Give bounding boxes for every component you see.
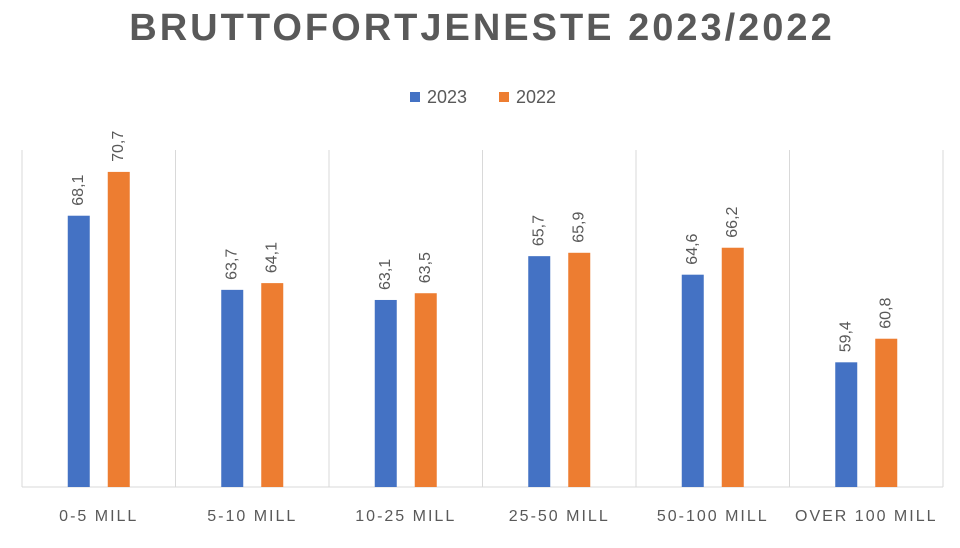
data-label: 65,7 xyxy=(530,215,547,246)
data-label: 64,1 xyxy=(263,242,280,273)
bar xyxy=(261,283,284,487)
data-label: 68,1 xyxy=(70,174,87,205)
bar xyxy=(107,171,130,487)
bar xyxy=(835,362,858,487)
bar xyxy=(221,289,244,487)
data-label: 63,5 xyxy=(417,252,434,283)
data-label: 65,9 xyxy=(570,212,587,243)
data-label: 66,2 xyxy=(724,206,741,237)
bar xyxy=(721,247,744,487)
legend-swatch xyxy=(499,92,509,102)
bar xyxy=(374,299,397,487)
x-tick-label: 5-10 MILL xyxy=(207,508,298,525)
legend-label: 2022 xyxy=(516,87,556,107)
data-label: 59,4 xyxy=(837,321,854,352)
data-label: 64,6 xyxy=(684,233,701,264)
data-label: 60,8 xyxy=(877,297,894,328)
legend-swatch xyxy=(410,92,420,102)
x-tick-label: 10-25 MILL xyxy=(355,508,457,525)
bar xyxy=(528,256,551,487)
x-tick-label: 0-5 MILL xyxy=(59,508,139,525)
chart-title: BRUTTOFORTJENESTE 2023/2022 xyxy=(129,7,834,49)
legend-label: 2023 xyxy=(427,87,467,107)
bar xyxy=(67,215,90,487)
bar xyxy=(875,338,898,487)
x-tick-label: OVER 100 MILL xyxy=(795,508,938,525)
bar xyxy=(568,252,591,487)
bar xyxy=(414,293,437,487)
bar xyxy=(681,274,704,487)
data-label: 63,1 xyxy=(377,259,394,290)
data-label: 70,7 xyxy=(110,131,127,162)
x-tick-label: 25-50 MILL xyxy=(508,508,610,525)
data-label: 63,7 xyxy=(223,249,240,280)
x-tick-label: 50-100 MILL xyxy=(656,508,769,525)
